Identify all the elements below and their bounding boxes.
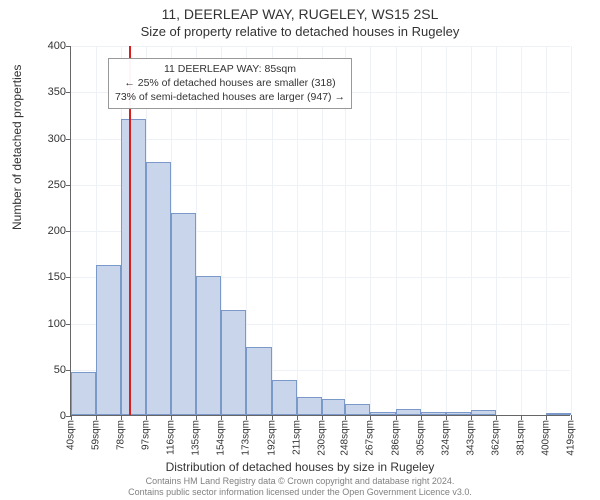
histogram-bar xyxy=(171,213,196,415)
gridline-v xyxy=(546,46,547,415)
y-tick-label: 0 xyxy=(26,410,66,422)
y-tick xyxy=(66,46,71,47)
y-tick-label: 100 xyxy=(26,318,66,330)
histogram-bar xyxy=(322,399,346,415)
x-tick-label: 78sqm xyxy=(116,420,127,450)
y-tick xyxy=(66,324,71,325)
x-tick-label: 267sqm xyxy=(365,420,376,456)
y-tick xyxy=(66,92,71,93)
x-tick-label: 59sqm xyxy=(91,420,102,450)
annotation-line-2: ← 25% of detached houses are smaller (31… xyxy=(115,76,345,90)
x-tick-label: 230sqm xyxy=(316,420,327,456)
y-tick-label: 150 xyxy=(26,271,66,283)
y-tick-label: 200 xyxy=(26,225,66,237)
annotation-box: 11 DEERLEAP WAY: 85sqm ← 25% of detached… xyxy=(108,58,352,109)
histogram-bar xyxy=(297,397,322,416)
y-tick-label: 300 xyxy=(26,133,66,145)
x-tick-label: 40sqm xyxy=(66,420,77,450)
page-subtitle: Size of property relative to detached ho… xyxy=(0,22,600,39)
x-tick-label: 97sqm xyxy=(141,420,152,450)
footer-attribution: Contains HM Land Registry data © Crown c… xyxy=(0,476,600,498)
histogram-bar xyxy=(272,380,297,415)
histogram-bar xyxy=(446,412,471,415)
histogram-bar xyxy=(71,372,96,415)
x-tick-label: 192sqm xyxy=(266,420,277,456)
y-tick xyxy=(66,231,71,232)
x-tick-label: 362sqm xyxy=(490,420,501,456)
histogram-bar xyxy=(146,162,171,415)
y-tick-label: 350 xyxy=(26,86,66,98)
x-tick-label: 154sqm xyxy=(216,420,227,456)
histogram-bar xyxy=(370,412,395,415)
gridline-v xyxy=(496,46,497,415)
y-tick xyxy=(66,185,71,186)
gridline-v xyxy=(471,46,472,415)
x-tick-label: 343sqm xyxy=(465,420,476,456)
y-tick xyxy=(66,370,71,371)
x-axis-label: Distribution of detached houses by size … xyxy=(0,460,600,474)
x-tick-label: 305sqm xyxy=(415,420,426,456)
chart: 40sqm59sqm78sqm97sqm116sqm135sqm154sqm17… xyxy=(70,46,570,416)
x-tick-label: 419sqm xyxy=(566,420,577,456)
histogram-bar xyxy=(246,347,271,415)
page-title: 11, DEERLEAP WAY, RUGELEY, WS15 2SL xyxy=(0,0,600,22)
x-tick-label: 324sqm xyxy=(440,420,451,456)
annotation-line-1: 11 DEERLEAP WAY: 85sqm xyxy=(115,62,345,76)
footer-line-2: Contains public sector information licen… xyxy=(0,487,600,498)
y-tick-label: 400 xyxy=(26,40,66,52)
footer-line-1: Contains HM Land Registry data © Crown c… xyxy=(0,476,600,487)
y-tick-label: 50 xyxy=(26,364,66,376)
histogram-bar xyxy=(96,265,121,415)
histogram-bar xyxy=(196,276,221,415)
y-tick-label: 250 xyxy=(26,179,66,191)
y-tick xyxy=(66,139,71,140)
y-axis-label: Number of detached properties xyxy=(10,65,24,230)
histogram-bar xyxy=(421,412,446,415)
histogram-bar xyxy=(121,119,146,415)
x-tick-label: 400sqm xyxy=(540,420,551,456)
gridline-v xyxy=(396,46,397,415)
gridline-v xyxy=(421,46,422,415)
histogram-bar xyxy=(546,413,571,415)
y-tick xyxy=(66,277,71,278)
x-tick-label: 248sqm xyxy=(340,420,351,456)
x-tick-label: 286sqm xyxy=(390,420,401,456)
x-tick-label: 135sqm xyxy=(191,420,202,456)
x-tick-label: 173sqm xyxy=(241,420,252,456)
histogram-bar xyxy=(221,310,246,415)
x-tick-label: 211sqm xyxy=(291,420,302,455)
histogram-bar xyxy=(471,410,496,415)
histogram-bar xyxy=(345,404,370,415)
histogram-bar xyxy=(396,409,421,415)
x-tick-label: 116sqm xyxy=(166,420,177,455)
gridline-v xyxy=(521,46,522,415)
annotation-line-3: 73% of semi-detached houses are larger (… xyxy=(115,90,345,104)
gridline-v xyxy=(446,46,447,415)
x-tick-label: 381sqm xyxy=(515,420,526,456)
gridline-v xyxy=(370,46,371,415)
gridline-v xyxy=(571,46,572,415)
